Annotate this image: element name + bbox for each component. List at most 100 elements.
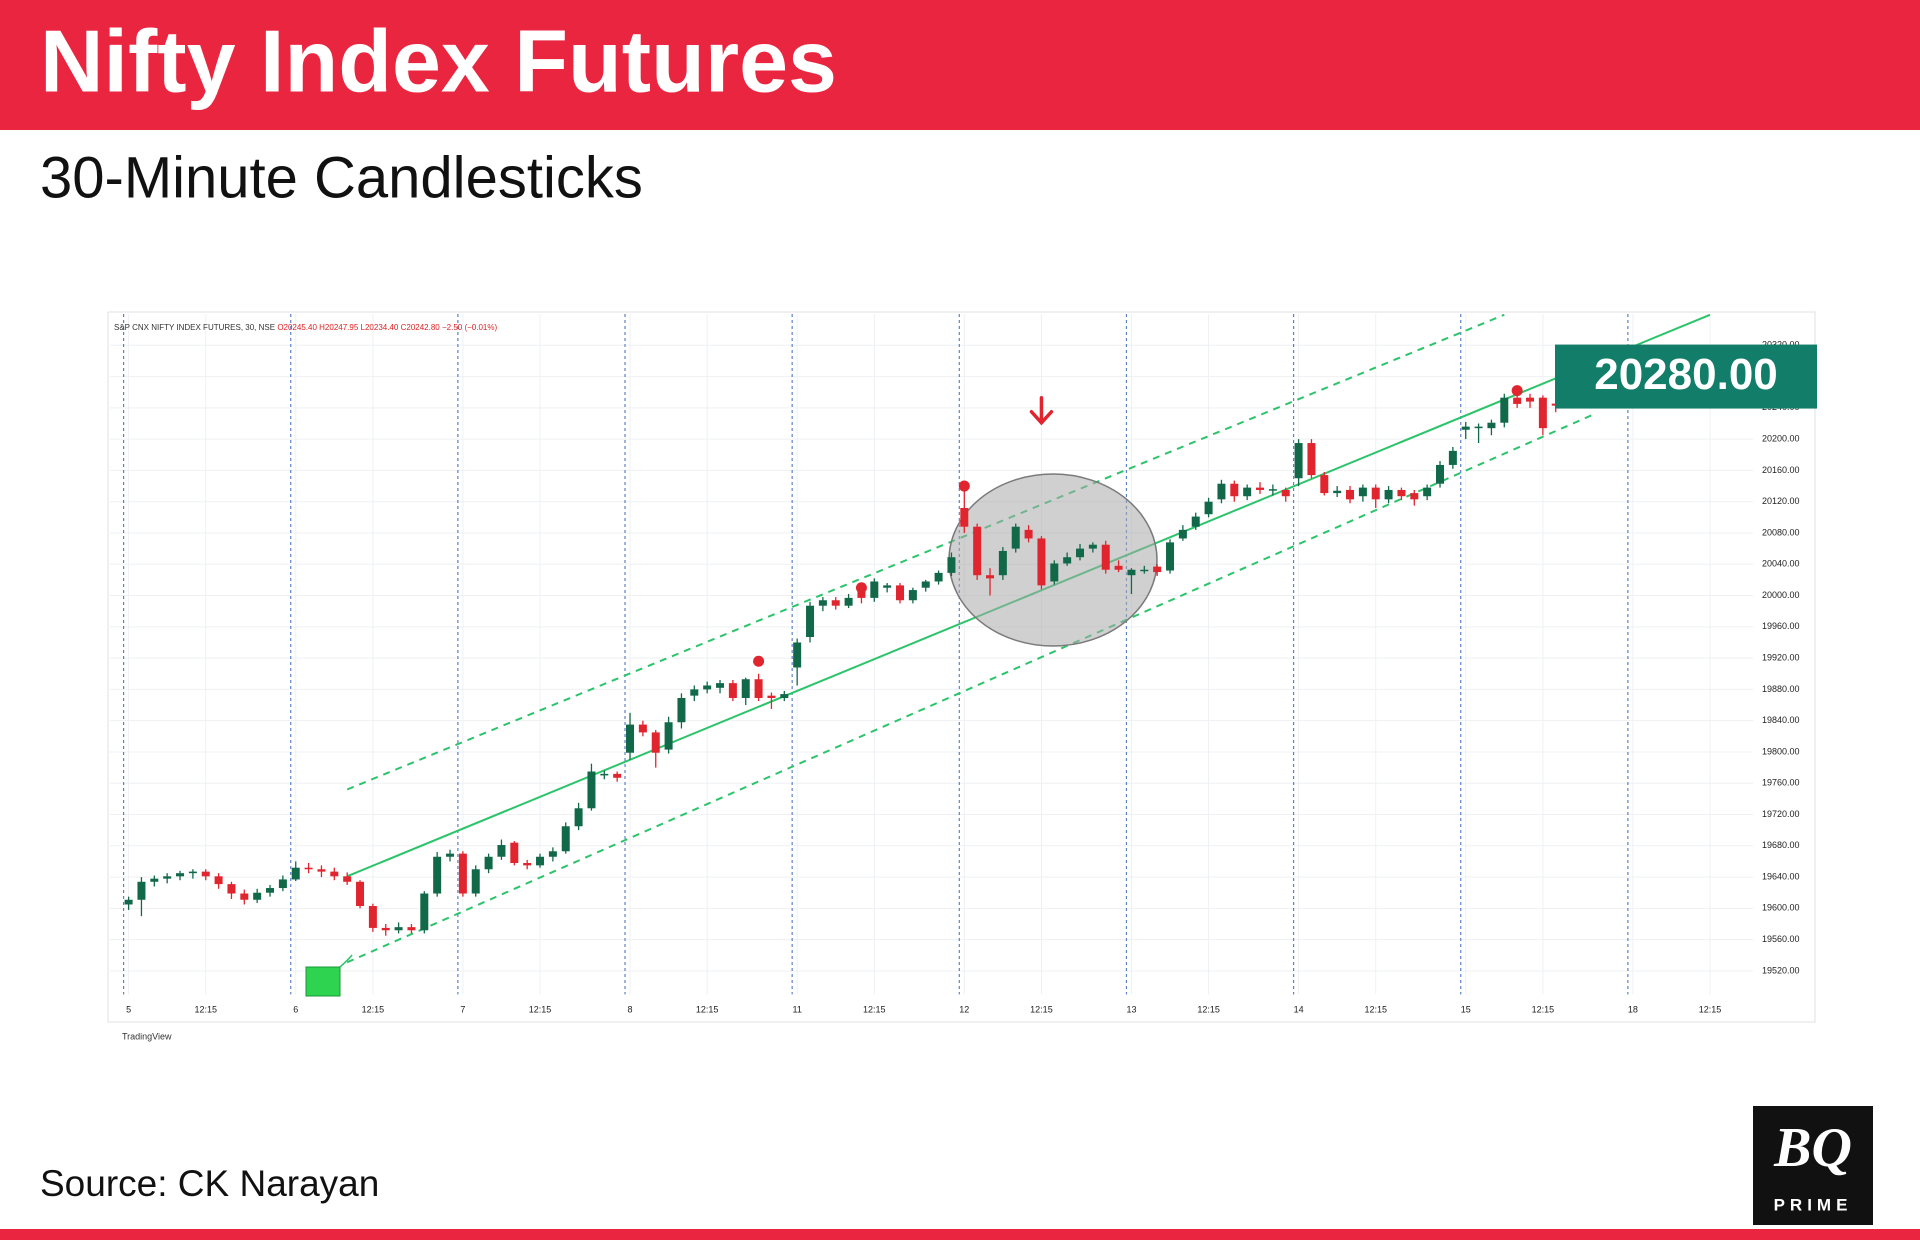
candle-body — [497, 845, 506, 857]
candle-body — [1384, 489, 1393, 500]
candle-body — [908, 590, 917, 601]
candle-body — [1358, 487, 1367, 497]
ohlc: −2.50 (−0.01%) — [442, 323, 497, 332]
candle-body — [1050, 563, 1059, 582]
candle-body — [1204, 501, 1213, 515]
chart-legend: S&P CNX NIFTY INDEX FUTURES, 30, NSE O20… — [114, 323, 497, 332]
candle-body — [934, 572, 943, 582]
candle-body — [433, 856, 442, 894]
candle-body — [728, 683, 737, 698]
down-arrow — [1029, 396, 1054, 426]
candle-body — [394, 927, 403, 931]
candle-body — [986, 575, 995, 579]
candle-body — [1346, 489, 1355, 500]
candle-body — [651, 732, 660, 753]
candle-body — [266, 888, 275, 893]
y-tick-label: 20200.00 — [1762, 434, 1800, 444]
x-tick-label: 13 — [1126, 1004, 1136, 1014]
y-tick-label: 20120.00 — [1762, 496, 1800, 506]
candle-body — [767, 695, 776, 698]
candle-body — [1397, 489, 1406, 497]
candle-body — [818, 600, 827, 606]
candle-body — [1140, 569, 1149, 572]
logo-sub: PRIME — [1774, 1195, 1853, 1214]
x-tick-label: 11 — [792, 1004, 801, 1014]
candle-body — [188, 871, 197, 874]
candle-body — [793, 642, 802, 668]
x-tick-label: 18 — [1628, 1004, 1638, 1014]
y-tick-label: 19560.00 — [1762, 934, 1800, 944]
candle-body — [741, 679, 750, 698]
candle-body — [1217, 483, 1226, 500]
ohlc: C20242.80 — [401, 323, 441, 332]
candle-body — [124, 899, 133, 905]
ohlc: L20234.40 — [361, 323, 399, 332]
candle-body — [536, 856, 545, 866]
candle-body — [548, 851, 557, 857]
footer-bar — [0, 1229, 1920, 1240]
candle-body — [523, 863, 532, 866]
candle-body — [253, 892, 262, 900]
watermark: TradingView — [122, 1031, 172, 1041]
candle-body — [1101, 544, 1110, 570]
y-tick-label: 19520.00 — [1762, 965, 1800, 975]
candle-body — [921, 581, 930, 588]
candle-body — [356, 881, 365, 907]
candle-body — [1448, 450, 1457, 465]
candle-body — [626, 724, 635, 753]
candle-body — [703, 685, 712, 690]
source: Source: CK Narayan — [40, 1163, 379, 1204]
candle-body — [240, 893, 249, 900]
candle-body — [1461, 426, 1470, 430]
x-tick-label: 15 — [1461, 1004, 1471, 1014]
candle-body — [1178, 529, 1187, 539]
candle-body — [1024, 529, 1033, 539]
y-tick-label: 20160.00 — [1762, 465, 1800, 475]
x-tick-label: 12 — [959, 1004, 969, 1014]
candle-body — [780, 694, 789, 698]
plot: 19520.00 19560.00 19600.00 19640.00 19680.00… — [110, 314, 1800, 1014]
pivot-marker — [958, 480, 970, 492]
x-tick-label: 12:15 — [194, 1004, 217, 1014]
x-tick-label: 12:15 — [529, 1004, 552, 1014]
y-tick-label: 19840.00 — [1762, 715, 1800, 725]
title: Nifty Index Futures — [40, 11, 837, 110]
candle-body — [677, 697, 686, 723]
candle-body — [1538, 397, 1547, 429]
candle-body — [368, 906, 377, 928]
x-tick-label: 12:15 — [1030, 1004, 1053, 1014]
candle-body — [484, 856, 493, 870]
candle-body — [1320, 475, 1329, 494]
candle-body — [137, 881, 146, 900]
candle-body — [1333, 490, 1342, 494]
y-tick-label: 20080.00 — [1762, 527, 1800, 537]
x-tick-label: 12:15 — [696, 1004, 719, 1014]
candle-body — [227, 884, 236, 894]
candle-body — [638, 724, 647, 733]
candle-body — [1088, 544, 1097, 549]
header-bar — [0, 0, 1920, 130]
candle-body — [587, 771, 596, 809]
channel-line — [346, 314, 1505, 791]
candle-body — [664, 722, 673, 750]
x-tick-label: 5 — [126, 1004, 131, 1014]
candle-body — [458, 853, 467, 894]
candle-body — [1513, 397, 1522, 404]
candle-body — [1127, 569, 1136, 576]
candle-body — [176, 873, 185, 877]
price-tag — [1555, 344, 1817, 409]
candle-body — [947, 557, 956, 573]
candle-body — [163, 876, 172, 879]
candle-body — [1191, 516, 1200, 527]
y-tick-label: 20040.00 — [1762, 559, 1800, 569]
x-tick-label: 8 — [628, 1004, 633, 1014]
candle-body — [330, 871, 339, 877]
y-tick-label: 19640.00 — [1762, 871, 1800, 881]
ohlc: H20247.95 — [319, 323, 359, 332]
channel-line — [346, 413, 1595, 964]
candle-body — [471, 869, 480, 894]
candle-body — [857, 590, 866, 598]
candle-body — [1230, 483, 1239, 497]
candle-body — [896, 585, 905, 601]
